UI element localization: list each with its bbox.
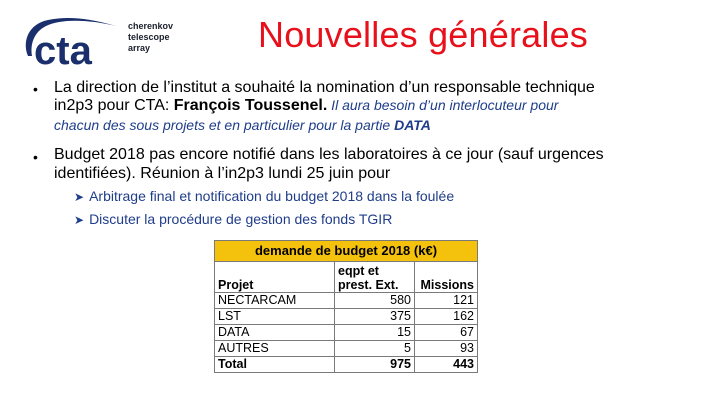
table-row: DATA 15 67	[214, 324, 479, 341]
bullet-marker: •	[33, 81, 38, 97]
bullet-marker: •	[33, 149, 38, 165]
column-header-eqpt-line-1: eqpt et	[338, 264, 379, 278]
table-total-row: Total 975 443	[214, 356, 479, 373]
cell-projet: NECTARCAM	[214, 292, 335, 309]
responsible-name: François Toussenel.	[173, 97, 328, 114]
sub-item-text: Arbitrage final et notification du budge…	[89, 188, 455, 204]
cta-logo-mark-icon: cta	[25, 18, 116, 72]
bullet-2-line-1: Budget 2018 pas encore notifié dans les …	[54, 146, 604, 163]
logo-wordmark: cherenkov telescope array	[128, 21, 173, 54]
sub-item-text: Discuter la procédure de gestion des fon…	[89, 211, 393, 227]
table-row: AUTRES 5 93	[214, 340, 479, 357]
total-missions: 443	[413, 356, 479, 373]
cell-eqpt: 15	[334, 324, 415, 341]
column-header-eqpt-line-2: prest. Ext.	[338, 278, 399, 292]
column-header-eqpt: eqpt et prest. Ext.	[334, 261, 415, 293]
bullet-1-line-2-prefix: in2p3 pour CTA:	[54, 97, 174, 114]
cell-projet: LST	[214, 308, 335, 325]
table-row: NECTARCAM 580 121	[214, 292, 479, 309]
table-title: demande de budget 2018 (k€)	[213, 240, 479, 262]
budget-table: demande de budget 2018 (k€) Projet eqpt …	[213, 240, 479, 373]
sub-item: ➤ Discuter la procédure de gestion des fo…	[74, 211, 392, 227]
bullet-1-line-3-text: chacun des sous projets et en particulie…	[54, 117, 395, 133]
arrow-right-icon: ➤	[74, 190, 85, 204]
logo-word: array	[128, 43, 151, 53]
column-header-missions: Missions	[413, 261, 479, 293]
cell-missions: 162	[413, 308, 479, 325]
bullet-1-line-3: chacun des sous projets et en particulie…	[54, 117, 431, 133]
cell-missions: 93	[413, 340, 479, 357]
bullet-2-line-2: identifiées). Réunion à l’in2p3 lundi 25…	[54, 165, 391, 182]
cell-missions: 67	[413, 324, 479, 341]
table-row: LST 375 162	[214, 308, 479, 325]
cell-missions: 121	[413, 292, 479, 309]
cell-projet: AUTRES	[214, 340, 335, 357]
logo-word: telescope	[128, 32, 170, 42]
logo-mark-text: cta	[34, 29, 93, 72]
cell-eqpt: 5	[334, 340, 415, 357]
arrow-right-icon: ➤	[74, 213, 85, 227]
sub-item: ➤ Arbitrage final et notification du budg…	[74, 188, 454, 204]
column-header-project: Projet	[214, 261, 335, 293]
cell-projet: DATA	[214, 324, 335, 341]
bullet-1-line-2-italic: Il aura besoin d’un interlocuteur pour	[327, 97, 559, 113]
cell-eqpt: 375	[334, 308, 415, 325]
bullet-1-line-2: in2p3 pour CTA: François Toussenel. Il a…	[54, 97, 558, 115]
cta-logo: cta cherenkov telescope array	[18, 12, 173, 72]
total-label: Total	[214, 356, 335, 373]
data-emphasis: DATA	[394, 117, 431, 133]
total-eqpt: 975	[334, 356, 415, 373]
cell-eqpt: 580	[334, 292, 415, 309]
bullet-1-line-1: La direction de l’institut a souhaité la…	[54, 79, 595, 96]
slide-title: Nouvelles générales	[258, 14, 588, 55]
logo-word: cherenkov	[128, 21, 174, 31]
